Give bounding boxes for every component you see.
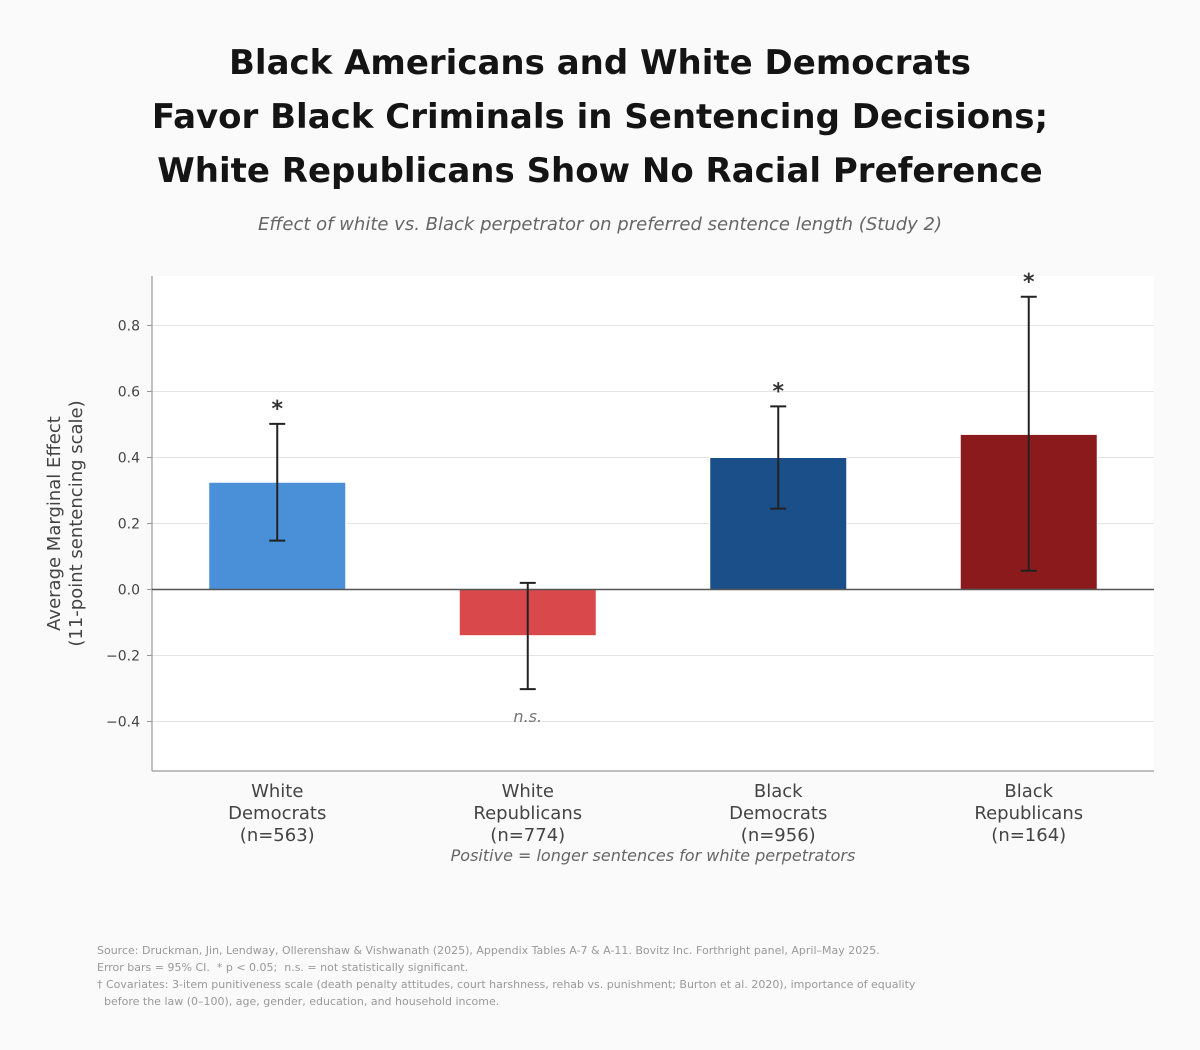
- x-category-label: Republicans: [974, 803, 1083, 824]
- chart-footer: Source: Druckman, Jin, Lendway, Ollerens…: [97, 942, 1097, 1010]
- footer-covariates-cont: before the law (0–100), age, gender, edu…: [97, 995, 500, 1008]
- chart-subtitle: Effect of white vs. Black perpetrator on…: [258, 214, 942, 235]
- x-category-label: Republicans: [473, 803, 582, 824]
- chart-title: Black Americans and White Democrats Favo…: [0, 36, 1200, 198]
- title-line: White Republicans Show No Racial Prefere…: [157, 151, 1043, 191]
- title-line: Favor Black Criminals in Sentencing Deci…: [151, 97, 1049, 137]
- title-line: Black Americans and White Democrats: [229, 43, 971, 83]
- significance-star: *: [1023, 270, 1035, 295]
- footer-source: Source: Druckman, Jin, Lendway, Ollerens…: [97, 944, 880, 957]
- not-significant-label: n.s.: [513, 707, 542, 726]
- y-tick-label: 0.2: [118, 517, 140, 533]
- y-tick-label: 0.6: [118, 385, 140, 401]
- y-tick-label: 0.0: [118, 583, 140, 599]
- x-axis-label: Positive = longer sentences for white pe…: [451, 846, 856, 865]
- x-category-label: (n=774): [490, 825, 565, 846]
- x-category-label: White: [502, 781, 554, 802]
- x-category-label: (n=563): [240, 825, 315, 846]
- y-tick-label: −0.4: [106, 715, 140, 731]
- x-category-label: White: [251, 781, 303, 802]
- y-tick-label: 0.8: [118, 319, 140, 335]
- significance-star: *: [772, 379, 784, 404]
- y-tick-label: −0.2: [106, 649, 140, 665]
- x-category-label: (n=956): [741, 825, 816, 846]
- y-tick-label: 0.4: [118, 451, 140, 467]
- x-category-label: (n=164): [991, 825, 1066, 846]
- footer-covariates: † Covariates: 3-item punitiveness scale …: [97, 978, 916, 991]
- y-axis-label: (11-point sentencing scale): [66, 400, 87, 646]
- significance-star: *: [271, 397, 283, 422]
- x-category-label: Democrats: [228, 803, 326, 824]
- x-category-label: Democrats: [729, 803, 827, 824]
- footer-error-bars: Error bars = 95% CI. * p < 0.05; n.s. = …: [97, 961, 469, 974]
- x-category-label: Black: [754, 781, 803, 802]
- x-category-label: Black: [1004, 781, 1053, 802]
- y-axis-label: Average Marginal Effect: [44, 416, 65, 631]
- bar-chart: −0.4−0.20.00.20.40.60.8*n.s.**WhiteDemoc…: [44, 270, 1154, 865]
